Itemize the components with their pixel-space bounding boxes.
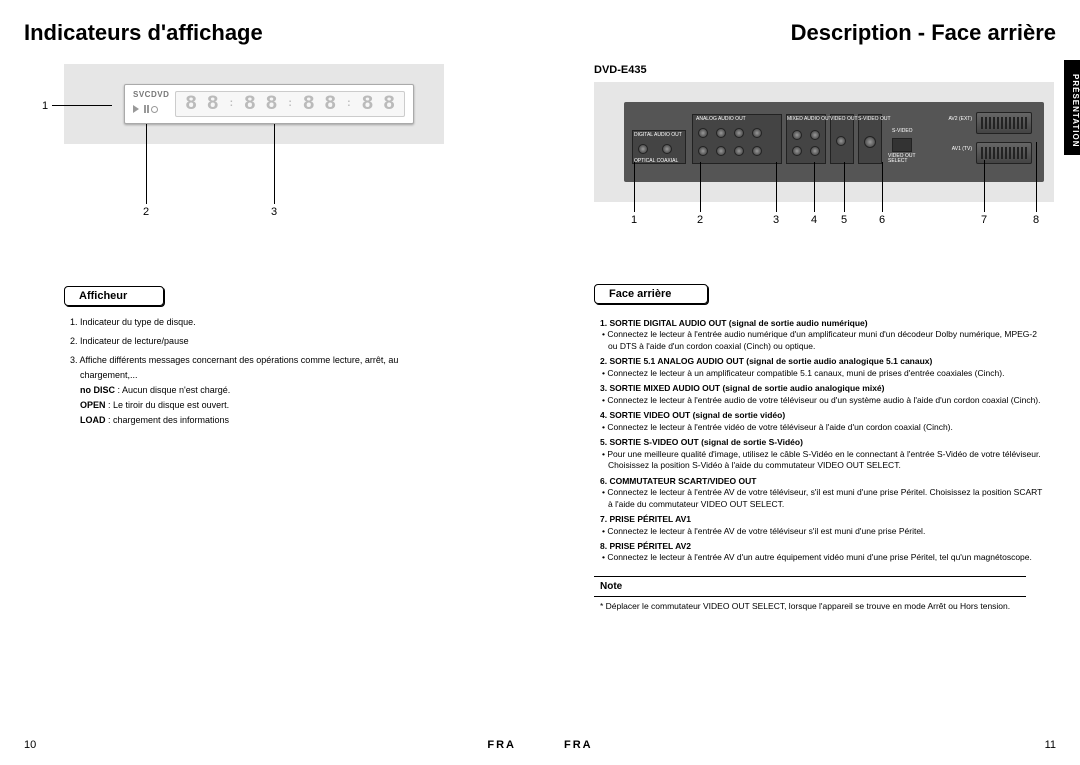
- co-6: 6: [879, 214, 885, 226]
- rear-callouts: 1 2 3 4 5 6 7 8: [604, 202, 1056, 262]
- page-left: Indicateurs d'affichage SVCDVD 88:88:88:…: [0, 0, 540, 765]
- select-switch: [892, 138, 912, 152]
- play-pause-icon: [133, 100, 169, 118]
- lbl-av1: AV1 (TV): [952, 146, 972, 152]
- lbl-av2: AV2 (EXT): [948, 116, 972, 122]
- r-h6: 6. COMMUTATEUR SCART/VIDEO OUT: [600, 476, 1048, 487]
- page-number-right: 11: [1045, 739, 1056, 751]
- item-load: LOAD : chargement des informations: [80, 414, 496, 427]
- afficheur-list: 1. Indicateur du type de disque. 2. Indi…: [70, 316, 496, 427]
- lang-right: FRA: [564, 739, 593, 751]
- r-h5: 5. SORTIE S-VIDEO OUT (signal de sortie …: [600, 437, 1048, 448]
- lbl-digital: DIGITAL AUDIO OUT: [634, 132, 682, 138]
- r-h7: 7. PRISE PÉRITEL AV1: [600, 514, 1048, 525]
- page-spread: Indicateurs d'affichage SVCDVD 88:88:88:…: [0, 0, 1080, 765]
- note-text: Déplacer le commutateur VIDEO OUT SELECT…: [600, 601, 1046, 611]
- scart-av2: [976, 112, 1032, 134]
- r-b3: Connectez le lecteur à l'entrée audio de…: [608, 395, 1048, 406]
- r-h2: 2. SORTIE 5.1 ANALOG AUDIO OUT (signal d…: [600, 356, 1048, 367]
- co-4: 4: [811, 214, 817, 226]
- co-2: 2: [697, 214, 703, 226]
- item-1: 1. Indicateur du type de disque.: [70, 316, 496, 329]
- rear-list: 1. SORTIE DIGITAL AUDIO OUT (signal de s…: [600, 318, 1048, 564]
- footer-left: 10 FRA: [0, 739, 540, 751]
- display-panel-bg: SVCDVD 88:88:88:88: [64, 64, 444, 144]
- r-b7: Connectez le lecteur à l'entrée AV de vo…: [608, 526, 1048, 537]
- lbl-mixed: MIXED AUDIO OUT: [787, 116, 832, 122]
- rear-panel-bg: DIGITAL AUDIO OUT OPTICAL COAXIAL ANALOG…: [594, 82, 1054, 202]
- rear-panel: DIGITAL AUDIO OUT OPTICAL COAXIAL ANALOG…: [624, 102, 1044, 182]
- jack-optical: [638, 144, 648, 154]
- callout-2: 2: [143, 206, 149, 218]
- jack-coaxial: [662, 144, 672, 154]
- lbl-optcoax: OPTICAL COAXIAL: [634, 158, 678, 164]
- co-3: 3: [773, 214, 779, 226]
- section-afficheur: Afficheur: [64, 286, 164, 306]
- co-7: 7: [981, 214, 987, 226]
- lbl-sv: S-VIDEO: [892, 128, 913, 134]
- note-rule-bottom: [594, 596, 1026, 597]
- co-8: 8: [1033, 214, 1039, 226]
- callout-3: 3: [271, 206, 277, 218]
- footer-right: FRA 11: [540, 739, 1080, 751]
- r-h3: 3. SORTIE MIXED AUDIO OUT (signal de sor…: [600, 383, 1048, 394]
- title-right: Description - Face arrière: [564, 20, 1056, 46]
- item-nodisc: no DISC : Aucun disque n'est chargé.: [80, 384, 496, 397]
- r-h8: 8. PRISE PÉRITEL AV2: [600, 541, 1048, 552]
- callout-1: 1: [42, 100, 48, 112]
- item-3b: chargement,...: [80, 369, 496, 382]
- r-b2: Connectez le lecteur à un amplificateur …: [608, 368, 1048, 379]
- r-b5: Pour une meilleure qualité d'image, util…: [608, 449, 1048, 472]
- display-panel: SVCDVD 88:88:88:88: [124, 84, 414, 124]
- lbl-analog: ANALOG AUDIO OUT: [696, 116, 746, 122]
- lang-left: FRA: [487, 739, 516, 751]
- note-label: Note: [600, 581, 1056, 592]
- page-number-left: 10: [24, 739, 36, 751]
- digit-display: 88:88:88:88: [175, 91, 405, 117]
- title-left: Indicateurs d'affichage: [24, 20, 516, 46]
- r-h1: 1. SORTIE DIGITAL AUDIO OUT (signal de s…: [600, 318, 1048, 329]
- r-h4: 4. SORTIE VIDEO OUT (signal de sortie vi…: [600, 410, 1048, 421]
- page-right: PRÉSENTATION Description - Face arrière …: [540, 0, 1080, 765]
- co-1: 1: [631, 214, 637, 226]
- item-open: OPEN : Le tiroir du disque est ouvert.: [80, 399, 496, 412]
- side-tab: PRÉSENTATION: [1064, 60, 1080, 155]
- item-3a: 3. Affiche différents messages concernan…: [70, 354, 496, 367]
- item-2: 2. Indicateur de lecture/pause: [70, 335, 496, 348]
- r-b6: Connectez le lecteur à l'entrée AV de vo…: [608, 487, 1048, 510]
- lbl-select: VIDEO OUT SELECT: [888, 154, 922, 164]
- co-5: 5: [841, 214, 847, 226]
- r-b1: Connectez le lecteur à l'entrée audio nu…: [608, 329, 1048, 352]
- lbl-svideo: S-VIDEO OUT: [858, 116, 891, 122]
- note-rule-top: [594, 576, 1026, 577]
- r-b4: Connectez le lecteur à l'entrée vidéo de…: [608, 422, 1048, 433]
- lbl-video: VIDEO OUT: [830, 116, 858, 122]
- disc-type-indicator: SVCDVD: [133, 90, 169, 99]
- section-face-arriere: Face arrière: [594, 284, 708, 304]
- model-label: DVD-E435: [594, 64, 1056, 76]
- display-icons: SVCDVD: [133, 90, 169, 118]
- r-b8: Connectez le lecteur à l'entrée AV d'un …: [608, 552, 1048, 563]
